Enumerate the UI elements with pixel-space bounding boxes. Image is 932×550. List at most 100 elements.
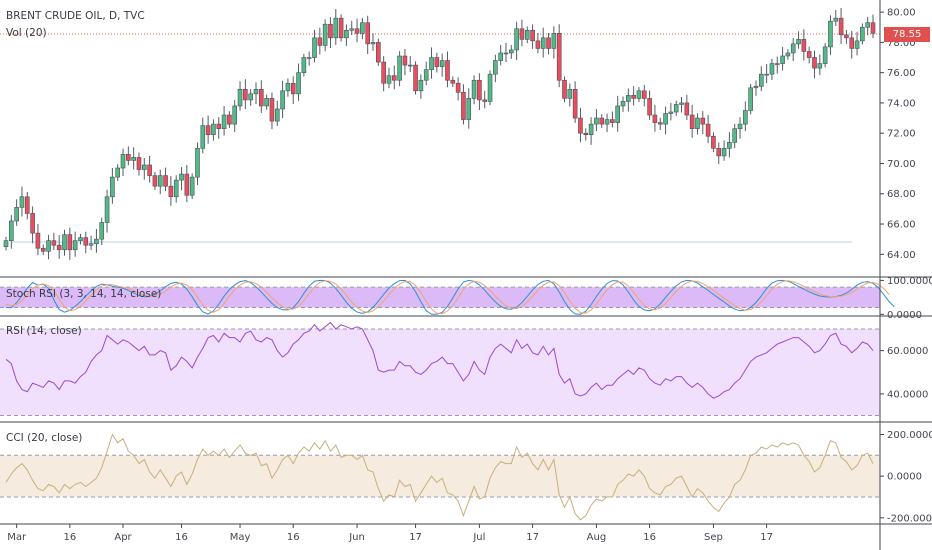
candle-up: [727, 141, 732, 149]
time-tick-label: Mar: [7, 532, 27, 543]
time-tick-label: May: [230, 532, 251, 543]
candle-down: [482, 99, 488, 102]
candle-up: [854, 40, 860, 49]
candle-up: [157, 175, 163, 187]
candle-down: [461, 92, 466, 120]
candle-down: [647, 98, 652, 116]
price-tick-label: 72.00: [887, 129, 916, 140]
candle-up: [774, 63, 780, 65]
candle-down: [413, 64, 418, 92]
candle-up: [14, 207, 19, 222]
rsi-tick-label: 40.0000: [887, 389, 928, 400]
candle-up: [360, 22, 365, 34]
candle-down: [455, 82, 461, 93]
candle-up: [237, 89, 243, 107]
candle-up: [785, 52, 791, 57]
candle-down: [67, 234, 73, 251]
stoch-rsi-label[interactable]: Stoch RSI (3, 3, 14, 14, close): [6, 288, 162, 300]
candle-down: [147, 164, 152, 176]
candle-up: [471, 79, 477, 99]
candle-down: [572, 89, 578, 119]
candle-up: [860, 26, 865, 42]
candle-up: [732, 128, 738, 143]
candle-up: [493, 60, 498, 75]
candle-down: [599, 117, 605, 125]
candle-down: [450, 79, 456, 84]
rsi-tick-label: 60.0000: [887, 346, 928, 357]
candle-up: [828, 20, 833, 48]
candle-up: [306, 57, 312, 59]
candle-up: [211, 123, 216, 136]
candle-down: [684, 102, 690, 116]
candle-down: [705, 123, 711, 137]
candle-up: [264, 98, 269, 107]
candle-down: [168, 185, 174, 198]
candle-down: [652, 114, 658, 123]
stoch-rsi-tick-label: 100.0000: [887, 276, 932, 287]
candle-down: [391, 75, 397, 81]
candle-up: [626, 95, 631, 102]
candle-down: [30, 213, 35, 234]
candle-down: [583, 132, 589, 136]
rsi-label[interactable]: RSI (14, close): [6, 325, 82, 337]
candle-up: [743, 110, 748, 125]
candle-up: [232, 105, 238, 125]
candle-up: [274, 108, 280, 122]
candle-up: [141, 164, 147, 170]
candle-up: [865, 22, 870, 28]
candle-down: [290, 82, 296, 95]
candle-up: [131, 157, 136, 161]
candle-up: [679, 102, 684, 105]
candle-up: [753, 85, 759, 89]
candle-down: [216, 123, 222, 129]
candle-up: [312, 37, 317, 58]
stoch-rsi-line-1: [5, 280, 890, 315]
candle-up: [301, 57, 307, 73]
candle-down: [657, 122, 663, 125]
candle-up: [796, 39, 801, 45]
price-tick-label: 66.00: [887, 220, 916, 231]
time-tick-label: Jun: [348, 532, 365, 543]
candle-up: [322, 23, 328, 46]
time-tick-label: 17: [526, 532, 539, 543]
candle-up: [604, 119, 610, 125]
candle-up: [407, 64, 413, 67]
cci-tick-label: 0.0000: [887, 472, 922, 483]
candle-down: [152, 175, 158, 187]
time-tick-label: Sep: [704, 532, 723, 543]
candle-up: [99, 222, 105, 240]
candle-down: [844, 34, 849, 39]
price-tick-label: 74.00: [887, 98, 916, 109]
candle-up: [418, 79, 424, 92]
time-tick-label: Jul: [472, 532, 485, 543]
candle-down: [259, 89, 264, 107]
candle-up: [498, 52, 503, 61]
candle-up: [487, 73, 493, 102]
candle-up: [62, 234, 67, 251]
candle-down: [35, 232, 41, 249]
candle-down: [477, 79, 482, 101]
candle-up: [509, 49, 514, 54]
volume-label[interactable]: Vol (20): [6, 27, 47, 39]
candle-down: [40, 247, 46, 252]
cci-label[interactable]: CCI (20, close): [6, 432, 83, 444]
candle-down: [376, 42, 381, 63]
candle-down: [184, 173, 190, 196]
candle-down: [535, 40, 541, 49]
time-tick-label: Aug: [587, 532, 607, 543]
candle-up: [333, 17, 339, 39]
candle-up: [88, 243, 94, 246]
candle-up: [344, 29, 349, 39]
candle-down: [631, 95, 636, 99]
candle-down: [56, 244, 62, 251]
candle-up: [179, 173, 184, 181]
candle-down: [445, 60, 450, 81]
candle-up: [349, 28, 355, 31]
candle-up: [3, 240, 9, 248]
candle-up: [423, 69, 429, 81]
candle-up: [615, 105, 620, 123]
time-tick-label: 16: [63, 532, 76, 543]
candle-up: [397, 55, 402, 81]
candle-down: [381, 61, 386, 84]
